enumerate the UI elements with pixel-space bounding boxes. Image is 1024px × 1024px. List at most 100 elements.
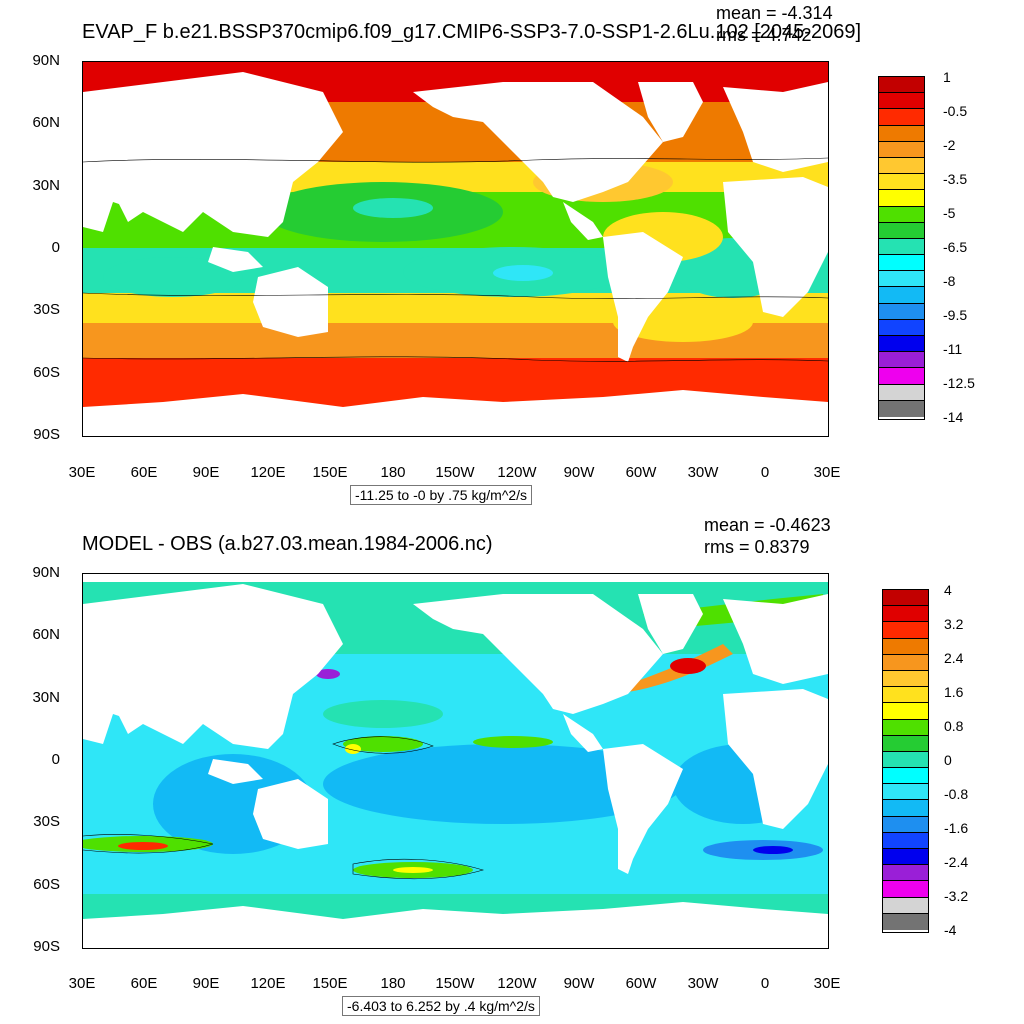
colorbar-label: -3.5 (943, 171, 968, 187)
colorbar-label: -14 (943, 409, 964, 425)
colorbar-label: -11 (943, 341, 963, 357)
colorbar-swatch (879, 352, 924, 369)
colorbar-label: -0.5 (943, 103, 968, 119)
panel1-lon-label: 120E (250, 464, 286, 481)
panel1-lon-label: 90E (192, 464, 220, 481)
panel2-lon-label: 60W (625, 975, 657, 992)
colorbar-swatch (883, 816, 928, 833)
panel1-lat-label: 30S (33, 301, 60, 318)
panel1-lon-label: 150W (435, 464, 475, 481)
panel2-lon-label: 0 (760, 975, 770, 992)
panel1-lat-label: 0 (51, 239, 60, 256)
colorbar-label: 1.6 (944, 684, 964, 700)
panel1-lon-label: 60W (625, 464, 657, 481)
panel2-map (82, 573, 829, 949)
panel2-lon-label: 30E (68, 975, 96, 992)
colorbar-label: -4 (944, 922, 957, 938)
panel1-lon-label: 0 (760, 464, 770, 481)
colorbar-swatch (883, 638, 928, 655)
colorbar-label: 2.4 (944, 650, 964, 666)
panel2-lon-label: 120E (250, 975, 286, 992)
colorbar-swatch (883, 881, 928, 898)
panel2-lat-label: 60S (33, 876, 60, 893)
colorbar-label: -6.5 (943, 239, 968, 255)
colorbar-label: -8 (943, 273, 956, 289)
colorbar-swatch (883, 768, 928, 785)
panel1-lon-label: 30E (813, 464, 841, 481)
colorbar-label: 4 (944, 582, 952, 598)
panel2-rms: rms = 0.8379 (704, 537, 810, 557)
panel1-lon-label: 180 (380, 464, 406, 481)
panel1-map (82, 61, 829, 437)
colorbar-swatch (879, 255, 924, 272)
colorbar-swatch (879, 157, 924, 175)
panel1-colorbar (878, 76, 925, 420)
panel2-lat-label: 90N (32, 564, 60, 581)
colorbar-swatch (883, 784, 928, 801)
panel2-lon-label: 120W (497, 975, 537, 992)
colorbar-label: -12.5 (943, 375, 975, 391)
panel1-mean: mean = -4.314 (716, 3, 833, 23)
colorbar-label: -3.2 (944, 888, 969, 904)
colorbar-swatch (879, 222, 924, 239)
colorbar-swatch (883, 751, 928, 769)
panel1-lon-label: 60E (130, 464, 158, 481)
colorbar-swatch (879, 319, 924, 336)
colorbar-swatch (879, 400, 924, 417)
colorbar-label: 3.2 (944, 616, 964, 632)
panel2-lat-label: 0 (51, 751, 60, 768)
colorbar-swatch (883, 913, 928, 930)
panel2-lat-label: 90S (33, 938, 60, 955)
colorbar-swatch (879, 238, 924, 256)
colorbar-swatch (883, 832, 928, 849)
panel2-colorbar (882, 589, 929, 933)
panel1-lat-label: 60S (33, 364, 60, 381)
panel2-lat-label: 30S (33, 813, 60, 830)
colorbar-label: -0.8 (944, 786, 969, 802)
panel1-lat-label: 90S (33, 426, 60, 443)
colorbar-label: -1.6 (944, 820, 969, 836)
colorbar-swatch (879, 271, 924, 288)
panel2-contour-info: -6.403 to 6.252 by .4 kg/m^2/s (342, 996, 540, 1016)
colorbar-swatch (879, 77, 924, 94)
colorbar-swatch (883, 606, 928, 623)
colorbar-swatch (879, 109, 924, 126)
panel1-lat-label: 90N (32, 52, 60, 69)
panel1-title: EVAP_F b.e21.BSSP370cmip6.f09_g17.CMIP6-… (82, 21, 862, 43)
panel2-lon-label: 30W (687, 975, 719, 992)
colorbar-label: -2.4 (944, 854, 969, 870)
panel1-lon-label: 90W (563, 464, 595, 481)
colorbar-swatch (883, 849, 928, 866)
panel2-title: MODEL - OBS (a.b27.03.mean.1984-2006.nc) (82, 533, 493, 555)
colorbar-swatch (883, 735, 928, 752)
colorbar-swatch (883, 719, 928, 736)
panel2-lat-label: 60N (32, 626, 60, 643)
colorbar-swatch (879, 93, 924, 110)
colorbar-swatch (883, 703, 928, 720)
colorbar-label: 0 (944, 752, 952, 768)
panel2-lon-label: 90W (563, 975, 595, 992)
panel2-mean: mean = -0.4623 (704, 515, 831, 535)
colorbar-label: -9.5 (943, 307, 968, 323)
colorbar-swatch (879, 190, 924, 207)
colorbar-swatch (883, 800, 928, 817)
colorbar-swatch (879, 368, 924, 385)
panel1-lon-label: 30W (687, 464, 719, 481)
colorbar-swatch (883, 622, 928, 639)
panel2-lon-label: 90E (192, 975, 220, 992)
panel1-lat-label: 30N (32, 177, 60, 194)
panel1-lon-label: 120W (497, 464, 537, 481)
colorbar-swatch (879, 125, 924, 142)
colorbar-swatch (883, 897, 928, 914)
colorbar-label: 1 (943, 69, 951, 85)
panel2-lon-label: 180 (380, 975, 406, 992)
colorbar-swatch (883, 865, 928, 882)
panel1-lat-label: 60N (32, 114, 60, 131)
panel1-lon-label: 30E (68, 464, 96, 481)
colorbar-label: 0.8 (944, 718, 964, 734)
colorbar-swatch (879, 336, 924, 353)
colorbar-label: -5 (943, 205, 956, 221)
colorbar-swatch (879, 174, 924, 191)
colorbar-label: -2 (943, 137, 956, 153)
colorbar-swatch (883, 670, 928, 688)
